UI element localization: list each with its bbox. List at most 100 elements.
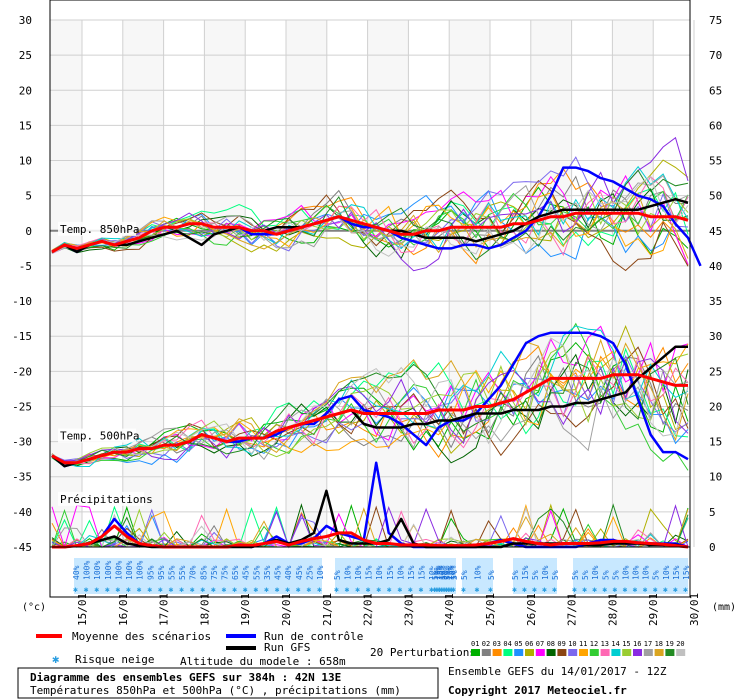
snowflake-icon: ✱ — [439, 585, 444, 594]
snow-risk-percent: 100% — [114, 561, 123, 580]
left-tick-label: 25 — [19, 49, 32, 62]
perturbation-id-label: 06 — [525, 640, 533, 648]
right-tick-label: 75 — [709, 14, 722, 27]
perturbation-id-label: 11 — [579, 640, 587, 648]
snowflake-icon: ✱ — [633, 585, 638, 594]
snow-risk-band — [513, 558, 557, 594]
left-tick-label: 20 — [19, 84, 32, 97]
right-axis-label: (mm) — [712, 602, 736, 613]
snowflake-icon: ✱ — [253, 585, 258, 594]
snow-risk-percent: 75% — [210, 565, 219, 580]
snowflake-icon: ✱ — [190, 585, 195, 594]
legend-control-label: Run de contrôle — [264, 630, 363, 643]
x-date-label: 25/01 — [484, 593, 497, 626]
snowflake-icon: ✱ — [222, 585, 227, 594]
right-tick-label: 5 — [709, 506, 716, 519]
snowflake-icon: ✱ — [582, 585, 587, 594]
perturbation-t850-line — [51, 175, 689, 257]
series-precip-line — [52, 524, 689, 549]
perturbation-id-label: 09 — [557, 640, 565, 648]
x-date-label: 22/01 — [362, 593, 375, 626]
day-band — [122, 20, 164, 547]
x-date-label: 17/01 — [158, 593, 171, 626]
left-tick-label: -5 — [19, 260, 32, 273]
snowflake-icon: ✱ — [444, 585, 449, 594]
perturbation-id-label: 07 — [536, 640, 544, 648]
x-date-label: 24/01 — [443, 593, 456, 626]
snow-risk-percent: 45% — [274, 565, 283, 580]
snowflake-icon: ✱ — [488, 585, 493, 594]
snow-risk-percent: 15% — [682, 565, 691, 580]
perturbation-swatch — [568, 649, 578, 656]
snowflake-icon: ✱ — [451, 585, 456, 594]
perturbation-swatch — [579, 649, 588, 656]
snowflake-icon: ✱ — [243, 585, 248, 594]
snowflake-icon: ✱ — [522, 585, 527, 594]
perturbation-swatch — [622, 649, 632, 656]
snowflake-icon: ✱ — [397, 585, 402, 594]
snowflake-icon: ✱ — [376, 585, 381, 594]
left-tick-label: -15 — [12, 330, 32, 343]
snow-risk-percent: 15% — [407, 565, 416, 580]
perturbation-id-label: 02 — [482, 640, 490, 648]
perturbation-swatch — [525, 649, 534, 656]
snow-risk-percent: 5% — [487, 570, 496, 580]
label-background — [58, 491, 144, 506]
perturbation-swatch — [492, 649, 502, 656]
snowflake-icon: ✱ — [552, 585, 557, 594]
snowflake-icon: ✱ — [275, 585, 280, 594]
left-tick-label: -30 — [12, 436, 32, 449]
snow-risk-percent: 15% — [417, 565, 426, 580]
day-band — [449, 20, 490, 547]
perturbation-id-label: 01 — [471, 640, 479, 648]
legend: Moyenne des scénarios Run de contrôleRun … — [17, 630, 686, 699]
snowflake-icon: ✱ — [602, 585, 607, 594]
perturbation-swatch — [589, 649, 599, 656]
perturbation-id-label: 15 — [622, 640, 630, 648]
label-background — [58, 221, 136, 236]
snow-risk-percent: 5% — [611, 570, 620, 580]
snow-risk-percent: 5% — [511, 570, 520, 580]
panel-label-t500: Temp. 500hPa — [60, 430, 139, 443]
perturbation-swatch — [665, 649, 675, 656]
snow-risk-band — [335, 558, 434, 594]
right-tick-label: 45 — [709, 225, 722, 238]
perturbation-id-label: 19 — [665, 640, 673, 648]
snow-risk-percent: 20% — [441, 565, 450, 580]
snow-risk-percent: 5% — [333, 570, 342, 580]
snowflake-icon: ✱ — [461, 585, 466, 594]
x-date-label: 23/01 — [402, 593, 415, 626]
x-date-label: 29/01 — [647, 593, 660, 626]
x-date-label: 28/01 — [606, 593, 619, 626]
x-date-label: 21/01 — [321, 593, 334, 626]
snowflake-icon: ✱ — [434, 585, 439, 594]
perturbation-swatch — [676, 649, 686, 656]
ensemble-info-label: Ensemble GEFS du 14/01/2017 - 12Z — [448, 665, 667, 678]
right-tick-label: 50 — [709, 190, 722, 203]
snow-risk-percent: 75% — [221, 565, 230, 580]
snow-risk-percent: 10% — [375, 565, 384, 580]
legend-mean-label: Moyenne des scénarios — [72, 630, 211, 643]
snowflake-icon: ✱ — [429, 585, 434, 594]
snowflake-icon: ✱ — [442, 585, 447, 594]
perturbation-t500-line — [51, 341, 689, 465]
left-tick-label: -10 — [12, 295, 32, 308]
right-tick-label: 55 — [709, 155, 722, 168]
perturbation-swatch — [503, 649, 513, 656]
snow-risk-percent: 100% — [83, 561, 92, 580]
perturbation-id-label: 10 — [568, 640, 576, 648]
legend-altitude-label: Altitude du modele : 658m — [180, 655, 346, 668]
chart-subtitle: Températures 850hPa et 500hPa (°C) , pré… — [30, 684, 401, 697]
perturbation-id-label: 16 — [633, 640, 641, 648]
snowflake-icon: ✱ — [432, 585, 437, 594]
legend-snow-label: Risque neige — [75, 653, 154, 666]
right-tick-label: 65 — [709, 84, 722, 97]
snow-risk-percent: 100% — [136, 561, 145, 580]
snow-risk-percent: 10% — [662, 565, 671, 580]
day-band — [530, 20, 572, 547]
perturbation-swatch — [611, 649, 621, 656]
perturbation-t850-line — [51, 192, 689, 256]
snow-risk-band — [573, 558, 688, 594]
left-tick-label: 15 — [19, 119, 32, 132]
snow-risk-percent: 15% — [521, 565, 530, 580]
